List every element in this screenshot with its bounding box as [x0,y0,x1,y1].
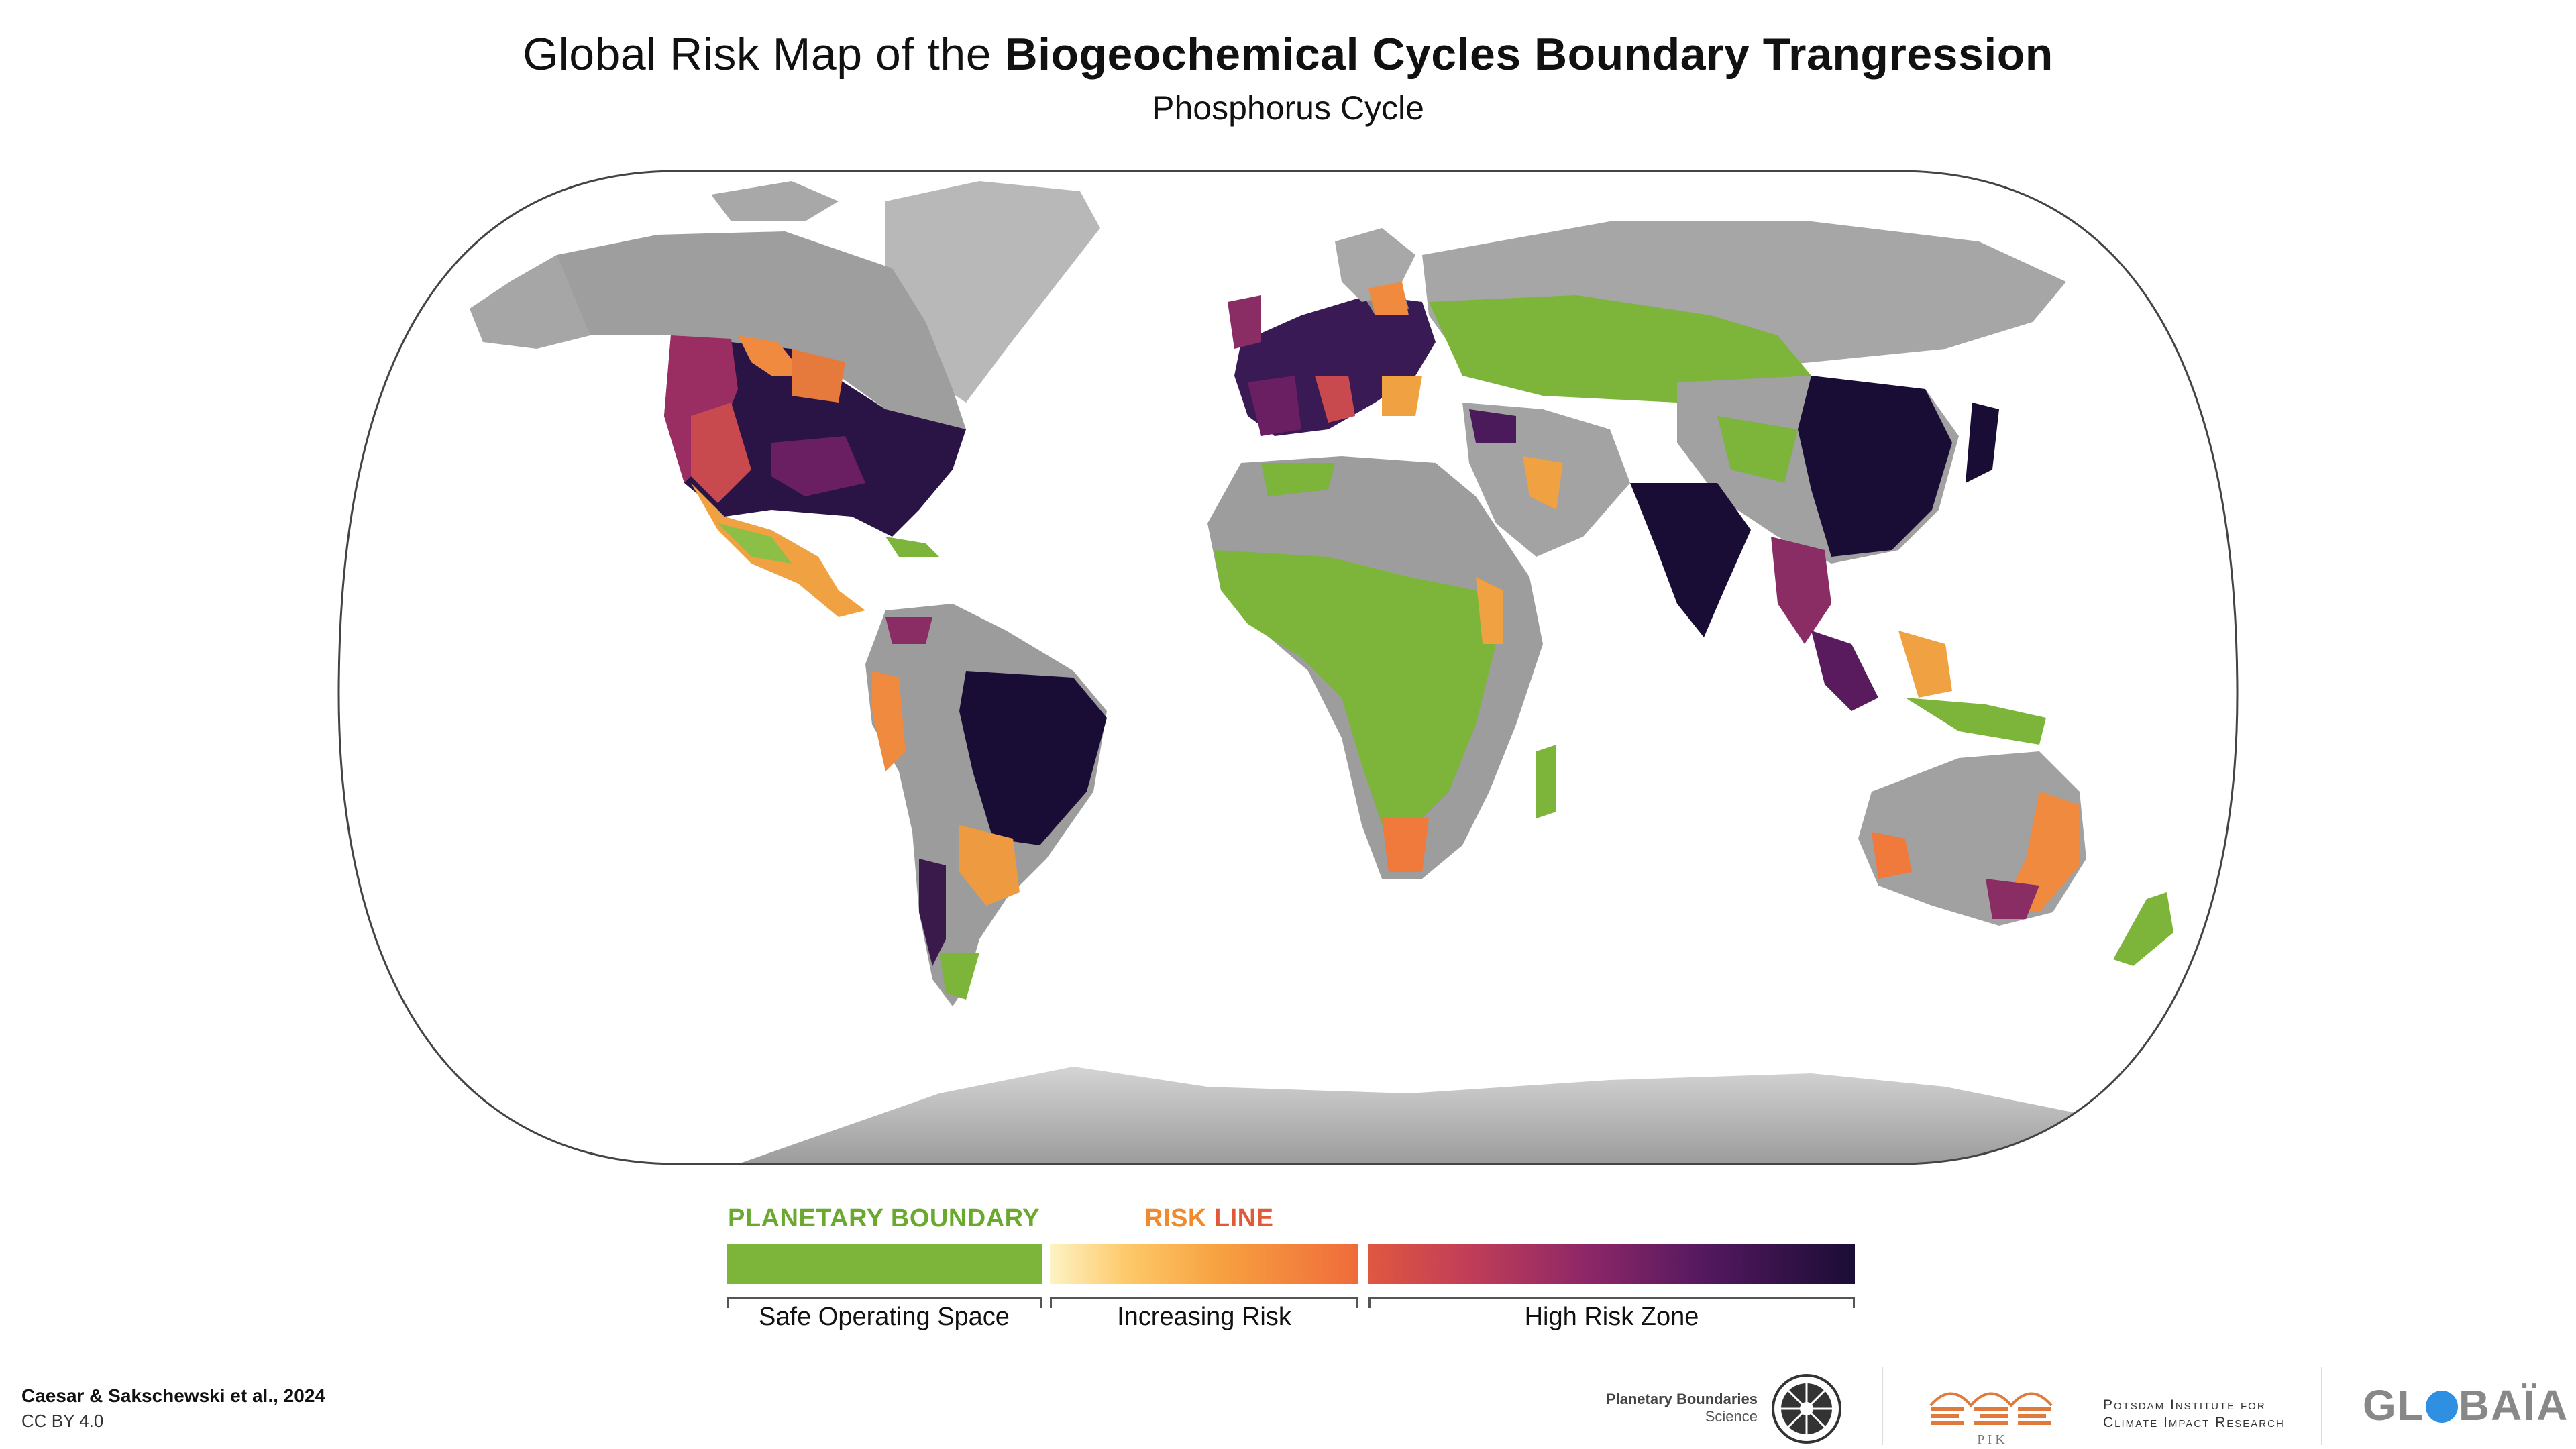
pik-logo-icon: P I K [1929,1392,2053,1447]
greenland [885,181,1100,402]
alaska [470,255,590,349]
credit-license: CC BY 4.0 [21,1411,104,1431]
globe-icon [2425,1391,2458,1423]
pik-wordmark: Potsdam Institute for Climate Impact Rese… [2103,1397,2285,1430]
legend-bracket-safe [727,1297,1042,1308]
logo-separator [1882,1367,1883,1445]
map-subtitle: Phosphorus Cycle [1152,89,1424,127]
globaia-logo: GL BAÏA [2363,1381,2569,1430]
legend-label-increasing: Increasing Risk [1117,1303,1291,1331]
legend-risk-line: RISK LINE [1144,1204,1274,1232]
map-frame [337,170,2239,1165]
map-title: Global Risk Map of the Biogeochemical Cy… [523,29,2053,80]
india [1630,483,1751,637]
legend-bar-safe [727,1244,1042,1284]
antarctica [738,1067,2147,1164]
map-title-bold: Biogeochemical Cycles Boundary Trangress… [1004,29,2053,80]
legend-bracket-high [1368,1297,1855,1308]
legend-label-safe: Safe Operating Space [759,1303,1010,1331]
planetary-boundaries-logo-icon [1772,1374,1841,1444]
legend-bar-increasing [1050,1244,1358,1284]
map-landmasses [470,181,2174,1164]
pik-acronym: P I K [1977,1432,2005,1447]
credit-authors: Caesar & Sakschewski et al., 2024 [21,1385,325,1406]
legend-bracket-increasing [1050,1297,1358,1308]
pbs-wordmark: Planetary Boundaries Science [1605,1391,1758,1425]
legend-bar-high-risk [1368,1244,1855,1284]
usa [664,335,966,537]
canada [510,231,966,436]
legend-planetary-boundary: PLANETARY BOUNDARY [728,1204,1040,1232]
logo-separator-2 [2321,1367,2322,1445]
legend-label-high: High Risk Zone [1524,1303,1699,1331]
